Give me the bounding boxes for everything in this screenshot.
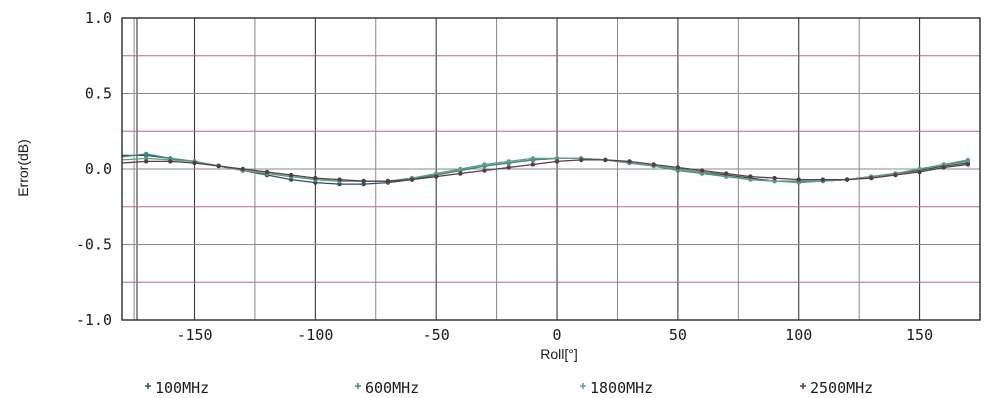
y-axis-label: Error(dB) <box>15 139 31 197</box>
y-tick-label: 1.0 <box>85 9 112 27</box>
data-point <box>893 172 898 178</box>
data-point <box>675 165 681 170</box>
data-point <box>288 177 294 182</box>
data-point <box>361 181 366 187</box>
data-point <box>699 168 705 173</box>
legend-label: 1800MHz <box>590 379 653 397</box>
data-point <box>337 177 342 182</box>
x-tick-label: -150 <box>176 326 212 344</box>
legend: 100MHz 600MHz 1800MHz 2500MHz <box>145 379 873 397</box>
data-point <box>313 180 318 185</box>
data-point <box>337 181 342 187</box>
data-point <box>530 156 536 161</box>
data-point <box>288 172 294 178</box>
data-point <box>724 171 729 176</box>
data-point <box>941 165 946 170</box>
x-tick-label: 50 <box>669 326 687 344</box>
legend-label: 600MHz <box>365 379 419 397</box>
data-point <box>409 177 415 182</box>
legend-item: 2500MHz <box>800 379 873 397</box>
data-point <box>603 157 608 163</box>
x-tick-label: 100 <box>785 326 812 344</box>
data-point <box>506 165 511 170</box>
data-point <box>772 175 777 181</box>
data-point <box>143 159 149 164</box>
data-point <box>796 177 801 182</box>
data-point <box>385 178 391 184</box>
data-point <box>748 177 753 182</box>
tick-labels: -150 -100 -50 0 50 100 150 1.0 0.5 0.0 -0.5 -1.0 <box>76 9 933 344</box>
series-group <box>121 151 971 187</box>
data-point <box>579 157 584 163</box>
data-point <box>143 151 149 157</box>
legend-item: 1800MHz <box>580 379 653 397</box>
data-point <box>482 162 487 167</box>
y-tick-label: -1.0 <box>76 311 112 329</box>
series-line <box>121 159 968 182</box>
y-tick-label: 0.0 <box>85 160 112 178</box>
x-tick-label: -100 <box>297 326 333 344</box>
data-point <box>917 169 922 175</box>
data-point <box>168 159 173 164</box>
series-2500MHz <box>121 157 971 184</box>
data-point <box>748 174 753 179</box>
data-point <box>192 160 197 166</box>
data-point <box>530 162 536 167</box>
data-point <box>651 162 656 167</box>
data-point <box>361 178 366 184</box>
data-point <box>216 163 221 169</box>
data-point <box>506 159 511 164</box>
data-point <box>627 159 632 164</box>
y-tick-label: -0.5 <box>76 236 112 254</box>
data-point <box>433 171 439 176</box>
data-point <box>458 166 463 172</box>
legend-label: 2500MHz <box>810 379 873 397</box>
data-point <box>240 166 246 172</box>
data-point <box>143 156 149 161</box>
data-point <box>458 171 463 176</box>
data-point <box>869 175 874 181</box>
x-axis-label: Roll[°] <box>540 346 578 362</box>
data-point <box>724 174 729 179</box>
data-point <box>313 175 318 181</box>
data-point <box>820 177 826 182</box>
data-point <box>917 166 922 172</box>
data-point <box>844 177 850 182</box>
data-point <box>482 168 487 173</box>
data-point <box>965 162 971 167</box>
x-tick-label: 150 <box>906 326 933 344</box>
y-tick-label: 0.5 <box>85 85 112 103</box>
data-point <box>772 178 777 184</box>
data-point <box>433 174 439 179</box>
series-line <box>121 157 969 184</box>
data-point <box>554 156 560 161</box>
data-point <box>796 180 801 185</box>
x-tick-label: 0 <box>553 326 562 344</box>
legend-item: 100MHz <box>145 379 209 397</box>
plot-frame <box>121 17 981 321</box>
data-point <box>554 159 560 164</box>
data-point <box>264 169 270 175</box>
legend-label: 100MHz <box>155 379 209 397</box>
data-point <box>941 162 946 167</box>
data-point <box>965 157 971 163</box>
x-tick-label: -50 <box>423 326 450 344</box>
legend-item: 600MHz <box>355 379 419 397</box>
